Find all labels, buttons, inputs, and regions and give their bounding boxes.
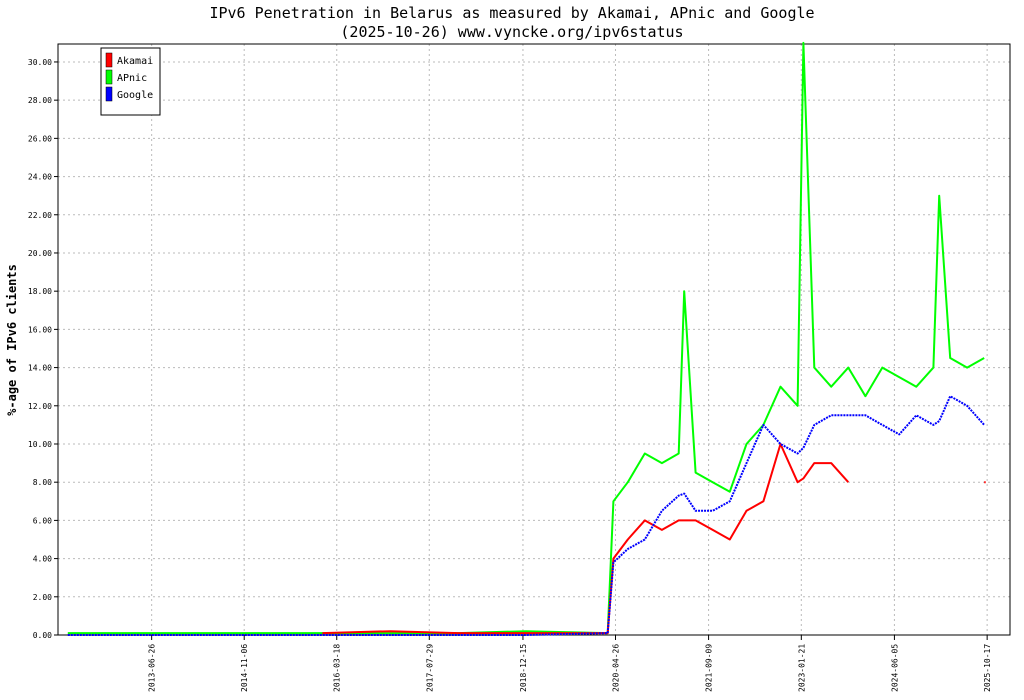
x-tick-label: 2017-07-29 [425, 644, 434, 692]
y-axis-label: %-age of IPv6 clients [5, 264, 19, 416]
y-tick-label: 18.00 [28, 287, 52, 296]
y-tick-label: 6.00 [33, 516, 52, 525]
x-tick-label: 2014-11-06 [240, 644, 249, 692]
chart-title: IPv6 Penetration in Belarus as measured … [209, 4, 814, 22]
y-tick-label: 10.00 [28, 440, 52, 449]
y-tick-label: 2.00 [33, 593, 52, 602]
y-tick-label: 22.00 [28, 211, 52, 220]
x-tick-label: 2020-04-26 [611, 644, 620, 692]
y-tick-label: 26.00 [28, 134, 52, 143]
x-tick-label: 2025-10-17 [983, 644, 992, 692]
y-tick-label: 8.00 [33, 478, 52, 487]
y-tick-label: 16.00 [28, 325, 52, 334]
legend-label: Google [117, 90, 153, 101]
y-tick-label: 28.00 [28, 96, 52, 105]
y-tick-label: 0.00 [33, 631, 52, 640]
legend-swatch [105, 86, 113, 102]
legend-swatch [105, 52, 113, 68]
legend-swatch [105, 69, 113, 85]
y-tick-label: 24.00 [28, 173, 52, 182]
x-tick-label: 2023-01-21 [797, 644, 806, 692]
y-tick-label: 12.00 [28, 402, 52, 411]
x-tick-label: 2024-06-05 [890, 644, 899, 692]
x-tick-label: 2018-12-15 [519, 644, 528, 692]
y-tick-label: 20.00 [28, 249, 52, 258]
y-tick-label: 30.00 [28, 58, 52, 67]
x-tick-label: 2021-09-09 [705, 644, 714, 692]
legend-label: Akamai [117, 56, 153, 67]
data-line [67, 395, 985, 636]
x-tick-label: 2013-06-26 [148, 644, 157, 692]
y-tick-label: 4.00 [33, 555, 52, 564]
x-tick-label: 2016-03-18 [333, 644, 342, 692]
chart-subtitle: (2025-10-26) www.vyncke.org/ipv6status [340, 23, 683, 41]
legend-label: APnic [117, 73, 147, 84]
y-tick-label: 14.00 [28, 364, 52, 373]
